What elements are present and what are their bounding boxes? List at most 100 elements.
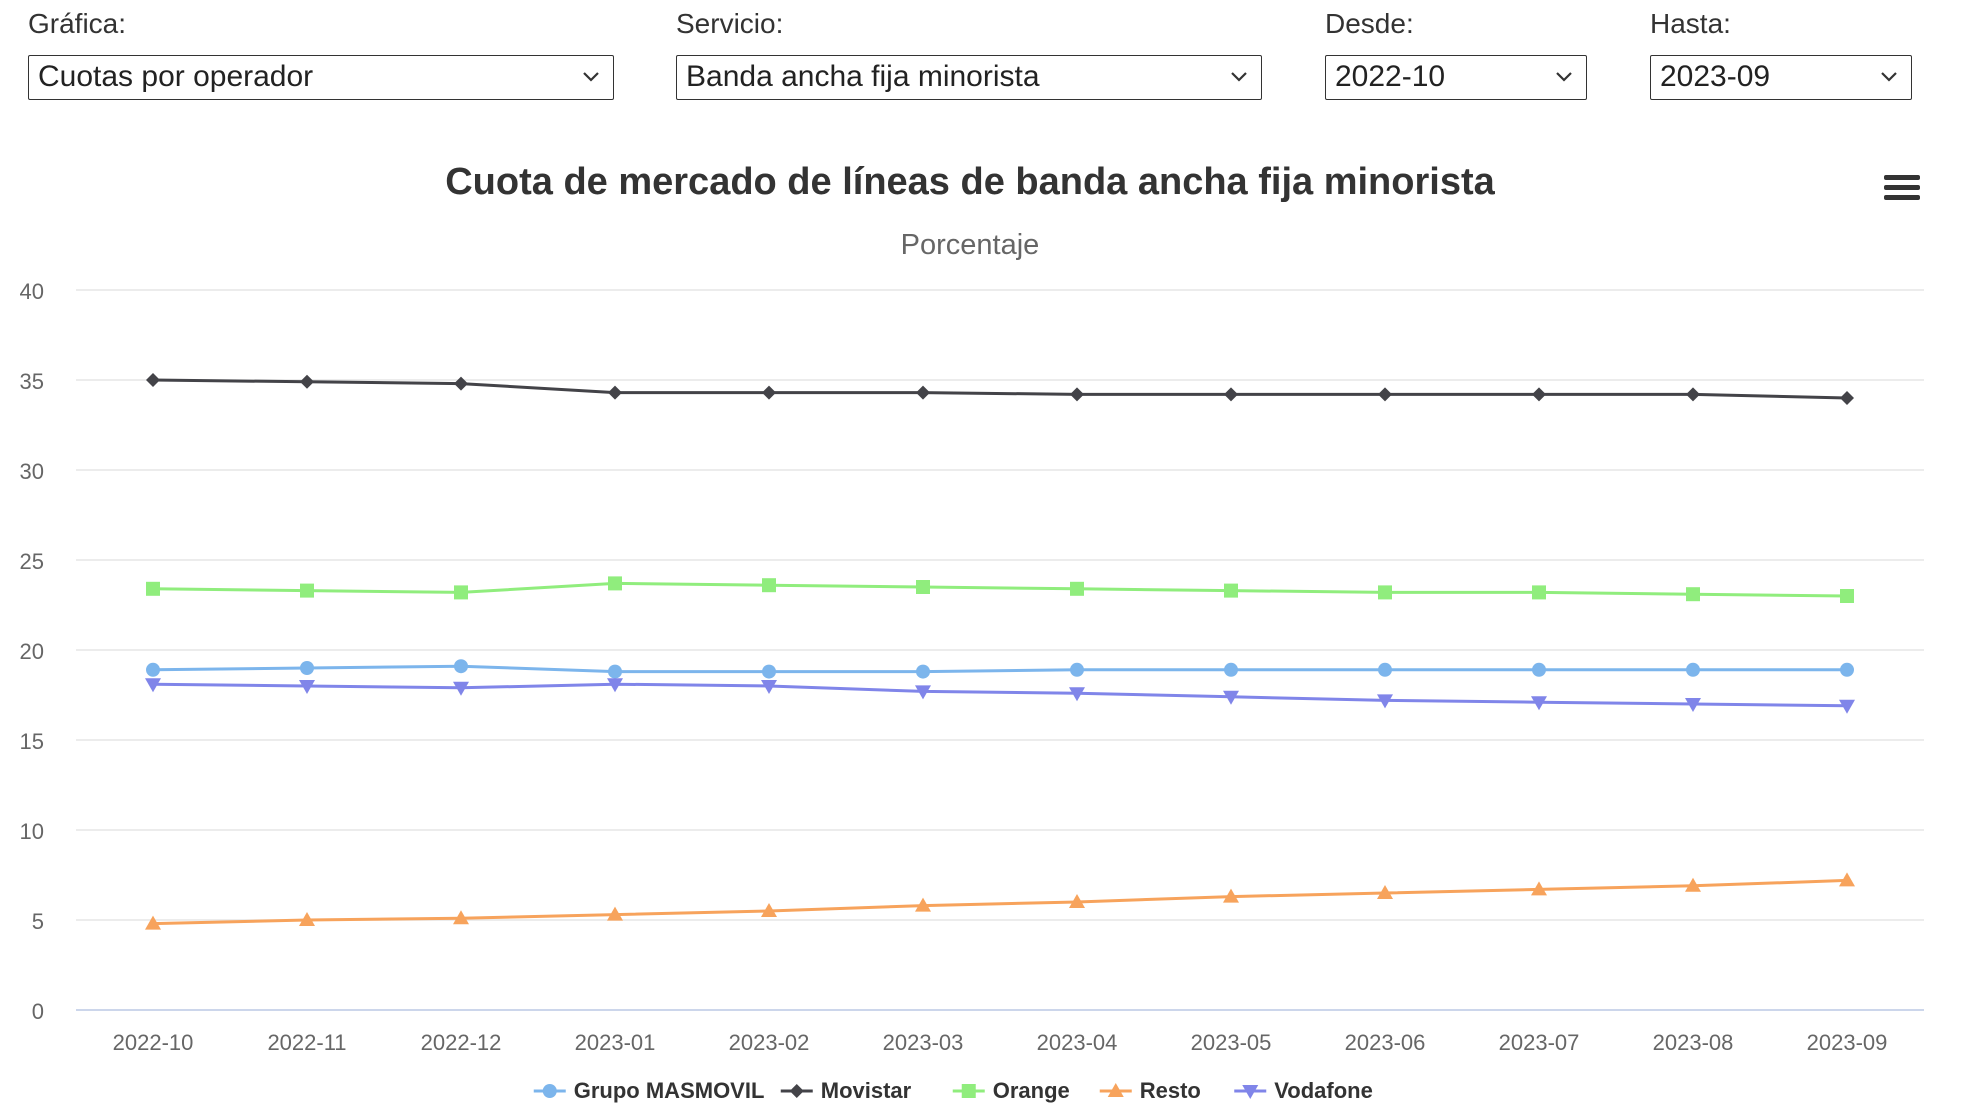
plot-area bbox=[145, 373, 1855, 930]
data-point-movistar bbox=[608, 385, 622, 400]
data-point-vodafone bbox=[1377, 694, 1393, 709]
data-point-grupo-masmovil bbox=[300, 661, 314, 675]
data-point-vodafone bbox=[1839, 699, 1855, 714]
y-tick-label: 15 bbox=[20, 729, 44, 754]
x-tick-label: 2023-06 bbox=[1345, 1030, 1426, 1055]
data-point-movistar bbox=[1686, 387, 1700, 402]
filter-servicio: Servicio: Banda ancha fija minorista bbox=[676, 6, 1262, 100]
chevron-down-icon bbox=[583, 72, 599, 82]
data-point-vodafone bbox=[299, 680, 315, 694]
hamburger-menu-icon[interactable] bbox=[1884, 175, 1920, 207]
y-axis: 0 5 10 15 20 25 30 35 40 bbox=[20, 279, 44, 1024]
series-line-resto bbox=[152, 878, 1848, 926]
data-point-orange bbox=[608, 576, 622, 591]
filter-label-desde: Desde: bbox=[1325, 8, 1414, 39]
grafica-select[interactable]: Cuotas por operador bbox=[28, 55, 614, 100]
filter-desde: Desde: 2022-10 bbox=[1325, 6, 1587, 100]
x-tick-label: 2023-02 bbox=[729, 1030, 810, 1055]
data-point-vodafone bbox=[607, 678, 623, 693]
legend-item-resto[interactable]: Resto bbox=[1099, 1078, 1201, 1103]
data-point-vodafone bbox=[1069, 687, 1085, 702]
legend-marker bbox=[542, 1084, 557, 1098]
servicio-select-value: Banda ancha fija minorista bbox=[686, 60, 1040, 93]
series-resto[interactable] bbox=[145, 872, 1855, 930]
data-point-resto bbox=[1223, 888, 1239, 903]
desde-select[interactable]: 2022-10 bbox=[1325, 55, 1587, 100]
series-line-orange bbox=[152, 581, 1848, 598]
legend-label: Grupo MASMOVIL bbox=[574, 1078, 765, 1103]
x-tick-label: 2022-12 bbox=[421, 1030, 502, 1055]
legend-item-grupo-masmovil[interactable]: Grupo MASMOVIL bbox=[533, 1078, 765, 1103]
filter-label-servicio: Servicio: bbox=[676, 8, 784, 39]
data-point-grupo-masmovil bbox=[916, 664, 930, 679]
data-point-movistar bbox=[1840, 391, 1854, 405]
data-point-movistar bbox=[454, 376, 468, 391]
filter-label-hasta: Hasta: bbox=[1650, 8, 1731, 39]
data-point-grupo-masmovil bbox=[146, 662, 160, 677]
servicio-select[interactable]: Banda ancha fija minorista bbox=[676, 55, 1262, 100]
menu-bar bbox=[1884, 195, 1920, 200]
x-tick-label: 2023-05 bbox=[1191, 1030, 1272, 1055]
data-point-vodafone bbox=[453, 681, 469, 696]
data-point-orange bbox=[1224, 583, 1238, 598]
series-line-vodafone bbox=[152, 682, 1848, 708]
x-tick-label: 2023-01 bbox=[575, 1030, 656, 1055]
data-point-orange bbox=[1070, 581, 1084, 596]
data-point-orange bbox=[1532, 585, 1546, 600]
data-point-resto bbox=[1377, 885, 1393, 899]
data-point-movistar bbox=[1070, 387, 1084, 402]
data-point-grupo-masmovil bbox=[608, 664, 622, 679]
series-vodafone[interactable] bbox=[145, 678, 1855, 714]
legend: Grupo MASMOVIL Movistar Orange Resto Vodafon… bbox=[533, 1078, 1373, 1103]
data-point-grupo-masmovil bbox=[454, 659, 468, 674]
data-point-movistar bbox=[916, 385, 930, 400]
data-point-resto bbox=[1839, 872, 1855, 887]
series-movistar[interactable] bbox=[146, 373, 1854, 405]
data-point-resto bbox=[299, 912, 315, 926]
legend-label: Movistar bbox=[821, 1078, 912, 1103]
series-orange[interactable] bbox=[146, 576, 1854, 603]
legend-label: Resto bbox=[1140, 1078, 1201, 1103]
x-tick-label: 2023-08 bbox=[1653, 1030, 1734, 1055]
legend-item-vodafone[interactable]: Vodafone bbox=[1234, 1078, 1373, 1103]
legend-marker bbox=[789, 1084, 804, 1098]
x-tick-label: 2023-07 bbox=[1499, 1030, 1580, 1055]
data-point-vodafone bbox=[1685, 698, 1701, 712]
filter-grafica: Gráfica: Cuotas por operador bbox=[28, 6, 614, 100]
data-point-movistar bbox=[1532, 387, 1546, 402]
y-tick-label: 5 bbox=[32, 909, 44, 934]
chevron-down-icon bbox=[1881, 72, 1897, 82]
legend-item-orange[interactable]: Orange bbox=[952, 1078, 1070, 1103]
data-point-vodafone bbox=[1531, 696, 1547, 711]
chevron-down-icon bbox=[1231, 72, 1247, 82]
data-point-resto bbox=[145, 915, 161, 930]
data-point-grupo-masmovil bbox=[1532, 662, 1546, 677]
data-point-grupo-masmovil bbox=[1686, 662, 1700, 677]
data-point-movistar bbox=[300, 374, 314, 389]
y-tick-label: 30 bbox=[20, 459, 44, 484]
y-tick-label: 0 bbox=[32, 999, 44, 1024]
x-tick-label: 2023-09 bbox=[1807, 1030, 1888, 1055]
hasta-select-value: 2023-09 bbox=[1660, 60, 1771, 93]
legend-item-movistar[interactable]: Movistar bbox=[780, 1078, 912, 1103]
series-grupo-masmovil[interactable] bbox=[146, 659, 1854, 679]
data-point-orange bbox=[146, 581, 160, 596]
data-point-movistar bbox=[146, 373, 160, 387]
data-point-resto bbox=[1685, 877, 1701, 892]
data-point-resto bbox=[1069, 894, 1085, 908]
series-line-movistar bbox=[152, 378, 1848, 400]
series-line-grupo-masmovil bbox=[152, 664, 1847, 674]
x-tick-label: 2022-10 bbox=[113, 1030, 194, 1055]
grid-lines bbox=[76, 289, 1924, 921]
desde-select-value: 2022-10 bbox=[1335, 60, 1446, 93]
legend-label: Vodafone bbox=[1274, 1078, 1373, 1103]
hasta-select[interactable]: 2023-09 bbox=[1650, 55, 1912, 100]
x-tick-label: 2023-04 bbox=[1037, 1030, 1118, 1055]
data-point-vodafone bbox=[761, 680, 777, 694]
x-axis: 2022-10 2022-11 2022-12 2023-01 2023-02 2023-… bbox=[76, 1009, 1924, 1055]
chart-title: Cuota de mercado de líneas de banda anch… bbox=[445, 161, 1495, 203]
filter-label-grafica: Gráfica: bbox=[28, 8, 127, 39]
data-point-resto bbox=[1531, 881, 1547, 896]
data-point-orange bbox=[916, 580, 930, 594]
data-point-orange bbox=[1686, 587, 1700, 602]
